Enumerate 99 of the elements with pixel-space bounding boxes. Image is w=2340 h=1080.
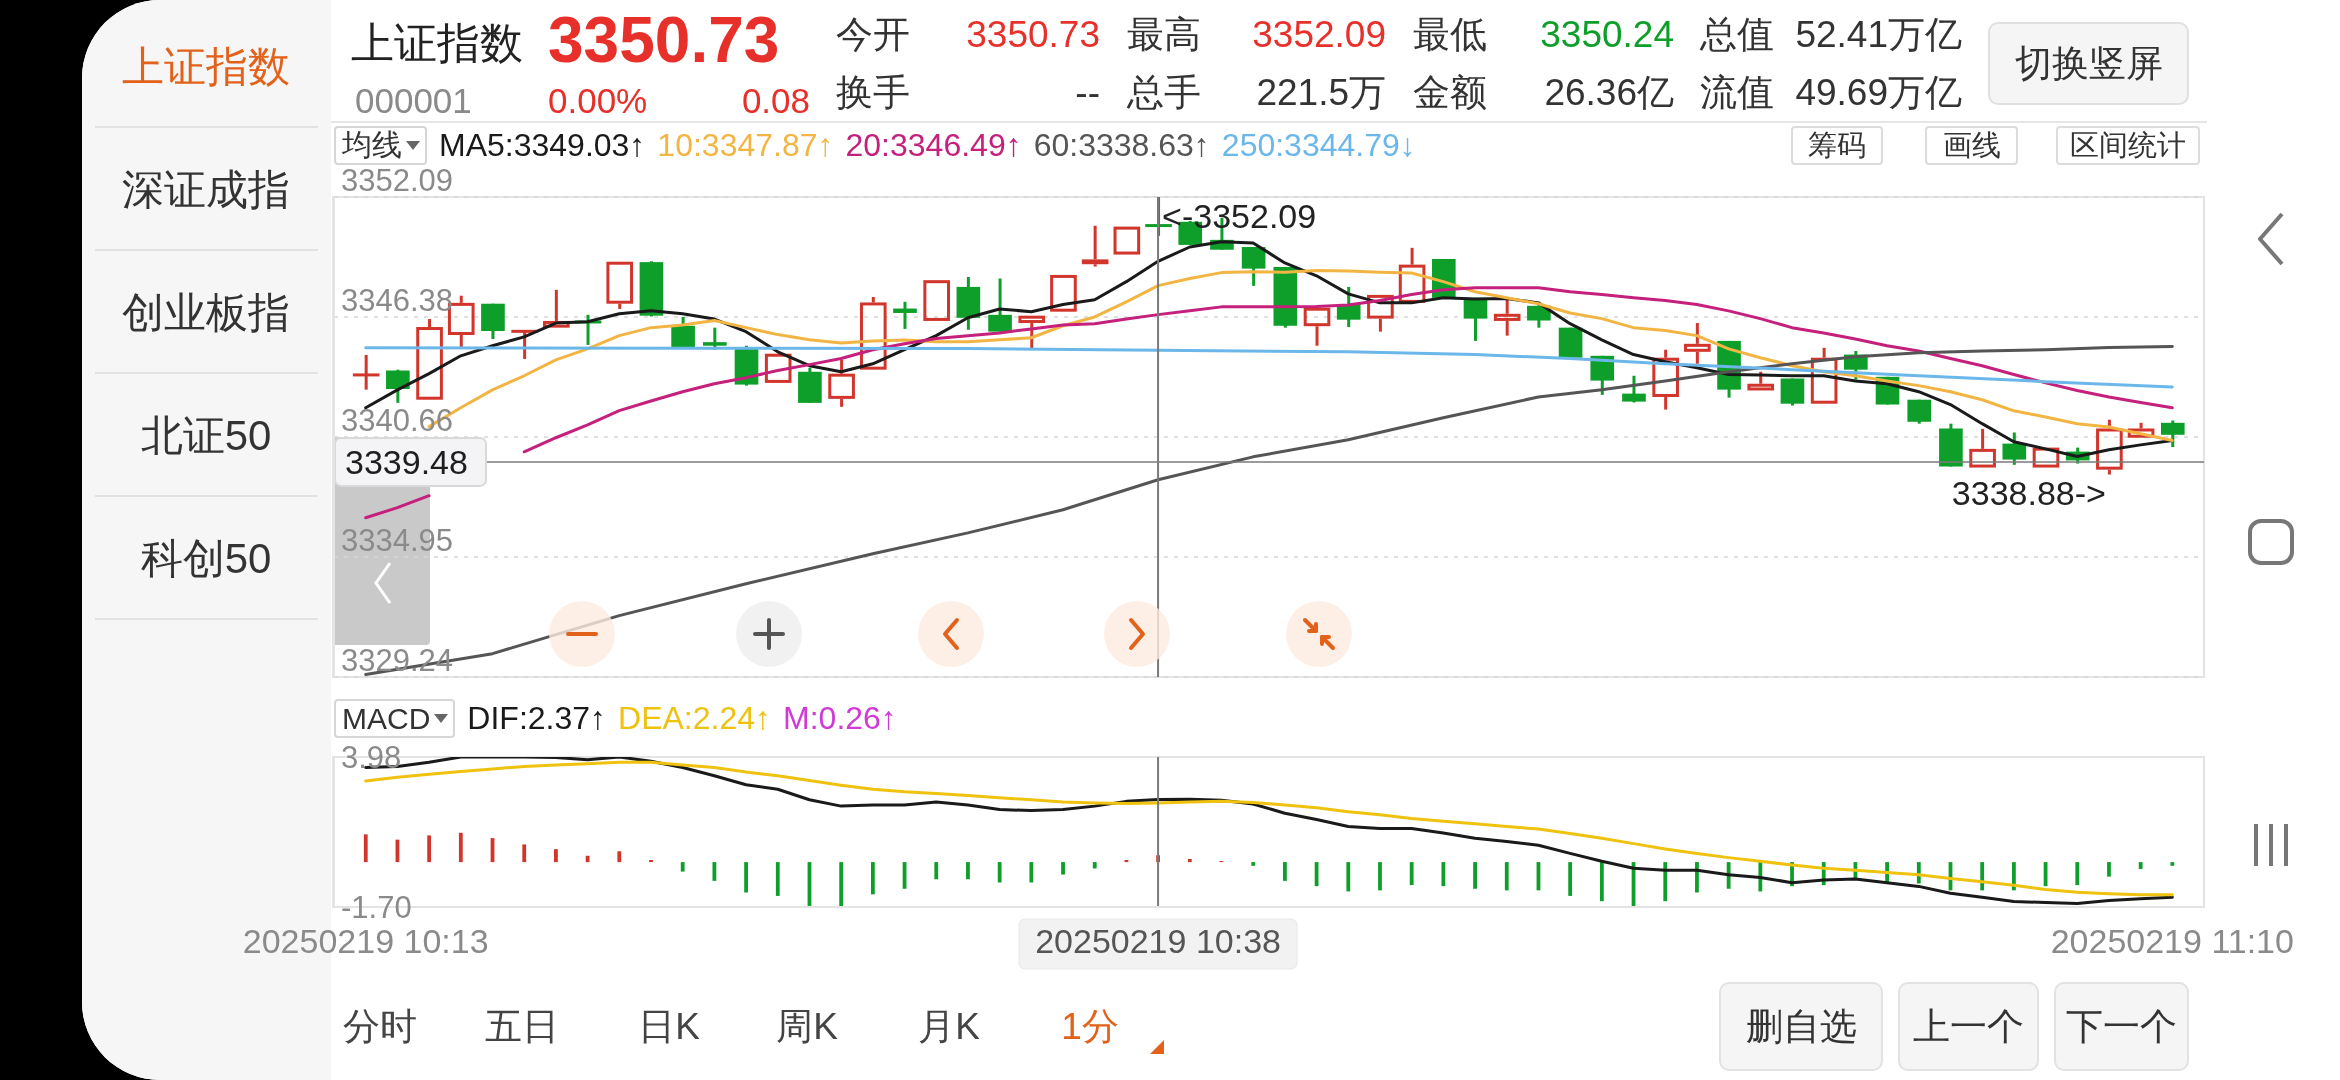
text: 3350.24: [1540, 13, 1674, 57]
bar: [585, 855, 590, 863]
ref-line-label: 3339.48: [345, 443, 468, 482]
x-tick-label: 20250219 10:13: [242, 922, 489, 961]
text: 月K: [918, 1006, 980, 1047]
bar: [1283, 862, 1287, 881]
text: MA5:3349.03↑: [439, 127, 646, 164]
text: 金额: [1413, 71, 1487, 115]
dropdown: MACD: [334, 699, 456, 738]
bar: [712, 862, 717, 881]
text: 分时: [343, 1006, 417, 1047]
text: 221.5万: [1256, 71, 1386, 115]
text: 49.69万亿: [1795, 71, 1962, 115]
bar: [2075, 862, 2080, 886]
series-label: DEA:2.24↑: [618, 700, 772, 737]
y-tick-label: 3334.95: [341, 523, 454, 559]
bar: [1409, 862, 1414, 886]
button: 画线: [1925, 126, 2018, 165]
bar: [1695, 862, 1699, 893]
bar: [1473, 862, 1477, 889]
bar: [1187, 858, 1192, 863]
text: 流值: [1700, 71, 1774, 115]
bar: [1251, 862, 1256, 866]
bar: [427, 835, 432, 863]
text: 创业板指: [122, 288, 290, 336]
text: 日K: [638, 1006, 700, 1047]
text: 3352.09: [1252, 13, 1386, 57]
bar: [1314, 862, 1319, 887]
text: 换手: [836, 71, 910, 115]
button: 删自选: [1719, 982, 1883, 1071]
bar: [554, 849, 558, 863]
text: 10:3347.87↑: [657, 127, 834, 164]
bar: [1346, 862, 1351, 892]
text: 20:3346.49↑: [845, 127, 1022, 164]
text: 0.08: [741, 80, 810, 122]
bar: [744, 862, 748, 893]
bar: [1599, 862, 1604, 902]
button: 上一个: [1898, 982, 2039, 1071]
series-label: DIF:2.37↑: [467, 700, 607, 737]
button: 下一个: [2054, 982, 2189, 1071]
text: 科创50: [140, 534, 272, 582]
text: 1分: [1061, 1006, 1119, 1047]
text: 今开: [836, 13, 910, 57]
button: 筹码: [1791, 126, 1883, 165]
text: 最高: [1127, 13, 1201, 57]
text: 上证指数: [122, 42, 290, 90]
text: M:0.26↑: [783, 700, 897, 737]
text: 北证50: [140, 411, 272, 459]
button: 切换竖屏: [1988, 22, 2189, 105]
bar: [1378, 862, 1382, 891]
y-tick-label: 3.98: [341, 739, 402, 775]
bar: [775, 862, 780, 896]
text: 0.00%: [548, 80, 648, 122]
bar: [1504, 862, 1509, 891]
y-tick-label: 3329.24: [341, 643, 454, 678]
bar: [839, 862, 844, 907]
annotation: 3338.88->: [1951, 474, 2106, 513]
text: 深证成指: [122, 165, 290, 213]
text: 000001: [355, 80, 472, 122]
bar: [870, 862, 875, 895]
bar: [458, 832, 463, 863]
bar: [1061, 862, 1065, 875]
bar: [1029, 862, 1034, 883]
bar: [649, 859, 653, 863]
text: 250:3344.79↓: [1221, 127, 1416, 164]
bar: [934, 862, 939, 880]
bar: [997, 862, 1002, 883]
text: 26.36亿: [1544, 71, 1674, 115]
text: 上证指数: [351, 18, 523, 69]
bar: [1663, 862, 1668, 902]
text: 60:3338.63↑: [1033, 127, 1210, 164]
bar: [1441, 862, 1446, 887]
text: 52.41万亿: [1795, 13, 1962, 57]
bar: [966, 862, 970, 880]
annotation: <-3352.09: [1162, 196, 1317, 235]
text: 3350.73: [548, 2, 780, 78]
button: 区间统计: [2056, 126, 2200, 165]
bar: [680, 862, 685, 872]
text: 周K: [776, 1006, 838, 1047]
x-tick-label: 20250219 10:38: [1035, 922, 1281, 961]
bar: [522, 844, 527, 863]
y-tick-label: 3346.38: [341, 282, 454, 318]
text: 3350.73: [966, 13, 1100, 57]
bar: [2138, 862, 2143, 869]
y-tick-label: 3352.09: [341, 163, 454, 198]
bar: [1568, 862, 1573, 896]
text: 总手: [1127, 71, 1201, 115]
bar: [2107, 862, 2111, 877]
dropdown: 均线: [334, 126, 427, 165]
bar: [617, 851, 622, 863]
text: 五日: [485, 1006, 559, 1047]
text: 最低: [1413, 13, 1487, 57]
bar: [363, 834, 368, 863]
text: 总值: [1700, 13, 1774, 57]
bar: [1092, 862, 1097, 869]
bar: [2170, 862, 2175, 866]
text: --: [1075, 71, 1100, 115]
x-tick-label: 20250219 11:10: [2050, 922, 2294, 961]
y-tick-label: -1.70: [341, 889, 412, 925]
